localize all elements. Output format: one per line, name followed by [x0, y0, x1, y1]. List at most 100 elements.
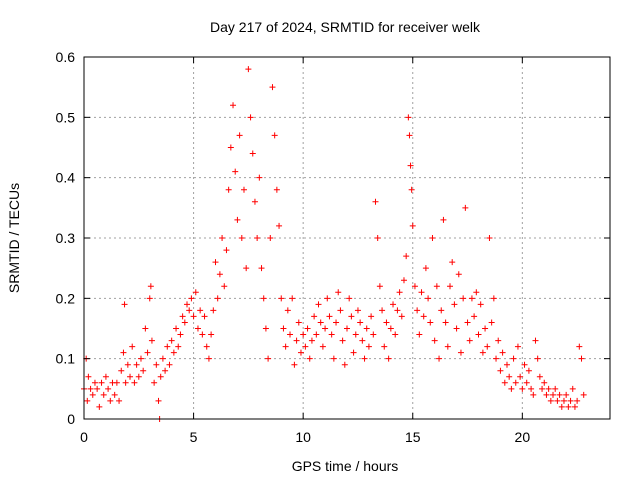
- data-point: [390, 301, 397, 308]
- data-point: [91, 379, 98, 386]
- data-point: [111, 391, 118, 398]
- data-point: [442, 319, 449, 326]
- data-point: [436, 355, 443, 362]
- data-point: [451, 301, 458, 308]
- data-point: [517, 373, 524, 380]
- data-point: [503, 361, 510, 368]
- data-point: [493, 355, 500, 362]
- data-point: [525, 367, 532, 374]
- data-point: [508, 385, 515, 392]
- data-point: [326, 313, 333, 320]
- data-point: [116, 397, 123, 404]
- data-point: [205, 355, 212, 362]
- data-point: [543, 391, 550, 398]
- data-point: [406, 132, 413, 139]
- data-point: [365, 343, 372, 350]
- data-point: [532, 337, 539, 344]
- data-point: [190, 313, 197, 320]
- data-point: [194, 325, 201, 332]
- y-tick-label: 0.6: [56, 49, 76, 65]
- data-point: [510, 355, 517, 362]
- data-point: [409, 222, 416, 229]
- data-point: [162, 367, 169, 374]
- data-point: [311, 313, 318, 320]
- data-point: [177, 331, 184, 338]
- data-point: [396, 289, 403, 296]
- y-tick-label: 0.1: [56, 351, 76, 367]
- data-point: [328, 331, 335, 338]
- data-point: [414, 307, 421, 314]
- data-point: [135, 373, 142, 380]
- data-point: [181, 319, 188, 326]
- data-point: [541, 379, 548, 386]
- data-point: [501, 379, 508, 386]
- data-point: [466, 337, 473, 344]
- data-point: [84, 397, 91, 404]
- grid-lines: [84, 57, 610, 419]
- data-point: [113, 379, 120, 386]
- data-point: [87, 385, 94, 392]
- data-point: [460, 295, 467, 302]
- data-point: [578, 355, 585, 362]
- data-point: [427, 319, 434, 326]
- data-point: [308, 337, 315, 344]
- data-point: [199, 331, 206, 338]
- data-point: [221, 283, 228, 290]
- data-point: [479, 349, 486, 356]
- data-point: [344, 325, 350, 332]
- data-point: [420, 313, 427, 320]
- data-point: [368, 313, 375, 320]
- data-point: [403, 253, 410, 260]
- y-tick-label: 0.4: [56, 170, 76, 186]
- data-point: [297, 349, 304, 356]
- data-point: [238, 235, 245, 241]
- data-point: [484, 343, 491, 350]
- data-point: [291, 361, 298, 368]
- data-point: [282, 343, 289, 350]
- data-point: [273, 186, 280, 193]
- data-point: [96, 403, 103, 410]
- data-point: [230, 102, 237, 109]
- data-point: [449, 259, 456, 266]
- data-point: [462, 204, 469, 211]
- data-point: [208, 331, 215, 338]
- data-point: [486, 235, 493, 241]
- data-point: [260, 295, 267, 302]
- data-point: [122, 379, 129, 386]
- data-point: [267, 235, 274, 241]
- data-point: [539, 385, 546, 392]
- x-tick-label: 5: [190, 429, 198, 445]
- data-point: [571, 403, 578, 410]
- data-point: [289, 295, 296, 302]
- data-point: [392, 331, 399, 338]
- data-point: [216, 271, 223, 278]
- data-point: [359, 337, 366, 344]
- data-point: [151, 379, 158, 386]
- data-point: [146, 295, 153, 302]
- x-axis-label: GPS time / hours: [292, 458, 399, 474]
- data-point: [105, 385, 112, 392]
- data-point: [313, 331, 320, 338]
- data-point: [475, 331, 482, 338]
- data-point: [372, 198, 379, 205]
- data-point: [227, 144, 234, 151]
- data-point: [201, 313, 208, 320]
- data-point: [245, 66, 252, 73]
- data-point: [352, 331, 359, 338]
- data-point: [131, 379, 138, 386]
- data-point: [405, 114, 412, 121]
- data-point: [293, 337, 300, 344]
- data-point: [376, 283, 383, 290]
- data-point: [447, 283, 454, 290]
- data-point: [576, 343, 583, 350]
- tick-labels: 0 0.1 0.2 0.3 0.4 0.5 0.6 0 5 10 15 20: [56, 49, 531, 445]
- data-point: [563, 391, 570, 398]
- data-point: [269, 84, 276, 91]
- data-point: [232, 168, 239, 175]
- data-point: [554, 397, 561, 404]
- data-point: [550, 391, 557, 398]
- data-point: [236, 132, 243, 139]
- data-point: [124, 361, 131, 368]
- data-point: [440, 216, 447, 223]
- data-point: [512, 379, 519, 386]
